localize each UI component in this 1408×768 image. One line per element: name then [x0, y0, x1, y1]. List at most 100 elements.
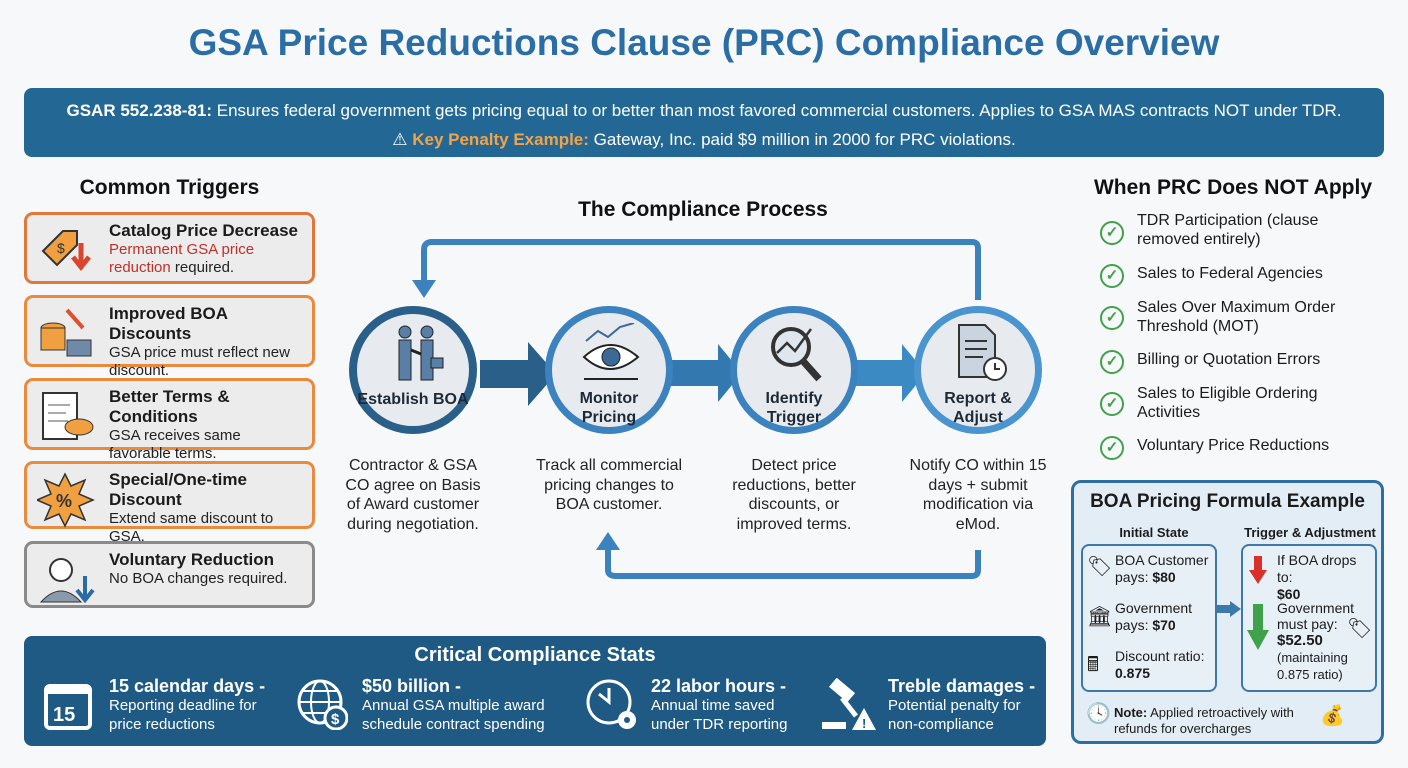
check-icon: ✓ [1100, 436, 1124, 460]
step-label: Monitor Pricing [579, 390, 639, 426]
clause-code: GSAR 552.238-81: [66, 101, 213, 120]
exception-item: ✓ TDR Participation (clause removed entir… [1100, 211, 1330, 249]
compliance-stats-panel: Critical Compliance Stats 15 15 calendar… [24, 636, 1046, 746]
note-text: Applied retroactively with refunds for o… [1114, 705, 1294, 736]
exception-item: ✓ Billing or Quotation Errors [1100, 350, 1360, 374]
ratio-label: Discount ratio: [1115, 648, 1205, 664]
price-tag-down-icon: $ [41, 230, 91, 272]
government-building-icon: 🏛 [1087, 606, 1113, 628]
trigger-desc: GSA receives same favorable terms. [109, 427, 241, 462]
process-step-establish-boa: Establish BOA [349, 306, 477, 434]
customer-value: $80 [1152, 569, 1176, 585]
svg-text:!: ! [862, 716, 866, 731]
stat-title: Treble damages - [888, 676, 1036, 696]
process-step-monitor-pricing: Monitor Pricing [545, 306, 673, 434]
svg-text:$: $ [331, 711, 340, 728]
trigger-title: Improved BOA Discounts [109, 304, 228, 343]
exception-text: Voluntary Price Reductions [1137, 437, 1330, 454]
step-label: Report & Adjust [944, 390, 1012, 426]
initial-state-heading: Initial State [1119, 525, 1189, 540]
page-title: GSA Price Reductions Clause (PRC) Compli… [188, 22, 1220, 63]
trigger-title: Catalog Price Decrease [109, 221, 298, 240]
calendar-icon: 15 [44, 684, 92, 730]
document-clock-icon [958, 324, 1007, 381]
exception-text: Sales to Federal Agencies [1137, 265, 1323, 282]
percent-badge-icon: % [37, 472, 95, 528]
trigger-desc: No BOA changes required. [109, 570, 288, 587]
green-price-tag-icon: 🏷 [1347, 618, 1373, 640]
exception-text: Billing or Quotation Errors [1137, 351, 1321, 368]
coins-icon [40, 308, 92, 357]
must-value: $52.50 [1277, 632, 1323, 649]
stat-desc: Annual GSA multiple award schedule contr… [362, 697, 545, 733]
svg-text:$: $ [57, 240, 65, 256]
handshake-icon [398, 325, 444, 381]
must-label: Government must pay: [1277, 600, 1355, 632]
step-label: Establish BOA [357, 391, 469, 408]
stat-item: $ $50 billion - Annual GSA multiple award… [297, 676, 557, 734]
loop-back-arrow-top [421, 239, 981, 300]
exception-item: ✓ Sales Over Maximum Order Threshold (MOT… [1100, 298, 1360, 336]
triggers-heading: Common Triggers [79, 176, 260, 199]
boa-formula-panel: BOA Pricing Formula Example Initial Stat… [1071, 480, 1384, 744]
penalty-text: Gateway, Inc. paid $9 million in 2000 fo… [593, 130, 1016, 149]
clause-banner: GSAR 552.238-81: Ensures federal governm… [24, 88, 1384, 157]
trigger-adjustment-box: If BOA drops to: $60 Government must pay:… [1241, 544, 1377, 692]
trigger-card: Better Terms & Conditions GSA receives s… [24, 378, 315, 462]
trigger-title: Voluntary Reduction [109, 550, 274, 569]
exception-item: ✓ Sales to Eligible Ordering Activities [1100, 384, 1340, 422]
check-icon: ✓ [1100, 264, 1124, 288]
check-icon: ✓ [1100, 221, 1124, 245]
stat-item: ! Treble damages - Potential penalty for … [822, 676, 1038, 734]
arrowhead [596, 532, 620, 550]
note-label: Note: [1114, 705, 1148, 720]
arrow-right-icon [1217, 601, 1241, 617]
magnifier-trend-icon [771, 327, 822, 382]
trigger-card: $ Catalog Price Decrease Permanent GSA p… [24, 212, 315, 284]
customer-label: BOA Customer pays: [1115, 552, 1209, 585]
drop-value: $60 [1277, 586, 1301, 602]
refund-money-bag-icon: 💰 [1320, 705, 1345, 727]
process-heading: The Compliance Process [578, 198, 828, 221]
gov-value: $70 [1152, 617, 1176, 633]
exception-text: TDR Participation (clause removed entire… [1137, 212, 1319, 248]
stat-title: $50 billion - [362, 676, 462, 696]
eye-chart-icon [582, 323, 640, 380]
stat-title: 22 labor hours - [651, 676, 787, 696]
person-down-icon [39, 558, 95, 604]
process-step-report-adjust: Report & Adjust [914, 306, 1042, 434]
svg-text:15: 15 [53, 704, 75, 726]
initial-state-box: 🏷 BOA Customer pays: $80 🏛 Government pa… [1081, 544, 1217, 692]
stat-desc: Reporting deadline for price reductions [109, 697, 257, 733]
check-icon: ✓ [1100, 350, 1124, 374]
arrowhead [412, 280, 436, 298]
stat-desc: Annual time saved under TDR reporting [651, 697, 788, 733]
price-tag-icon: 🏷 [1087, 556, 1113, 578]
process-flow-arrows [412, 239, 981, 579]
trigger-card: % Special/One-time Discount Extend same … [24, 461, 315, 545]
step-description: Track all commercial pricing changes to … [535, 457, 683, 513]
clock-gear-icon [586, 679, 636, 729]
loop-back-arrow-bottom [605, 548, 981, 579]
stat-item: 15 15 calendar days - Reporting deadline … [44, 676, 274, 734]
svg-text:%: % [56, 491, 72, 511]
step-arrow [670, 344, 742, 402]
step-arrow [480, 342, 556, 406]
boa-heading: BOA Pricing Formula Example [1090, 491, 1365, 512]
trigger-desc: required. [170, 259, 235, 276]
check-icon: ✓ [1100, 392, 1124, 416]
check-icon: ✓ [1100, 306, 1124, 330]
step-description: Contractor & GSA CO agree on Basis of Aw… [345, 457, 481, 533]
trigger-desc-highlight: Permanent GSA price reduction [109, 241, 255, 276]
drop-label: If BOA drops to: [1277, 552, 1357, 585]
stats-heading: Critical Compliance Stats [414, 644, 656, 666]
step-arrow [856, 344, 926, 402]
trigger-desc: Extend same discount to GSA. [109, 510, 274, 545]
step-label: Identify Trigger [765, 390, 823, 426]
step-description: Detect price reductions, better discount… [732, 457, 856, 533]
trigger-card: Voluntary Reduction No BOA changes requi… [24, 541, 315, 608]
warning-icon: ⚠ [392, 130, 408, 149]
exception-text: Sales to Eligible Ordering Activities [1137, 385, 1318, 421]
contract-handshake-icon [42, 392, 94, 440]
trigger-title: Better Terms & Conditions [109, 387, 230, 426]
